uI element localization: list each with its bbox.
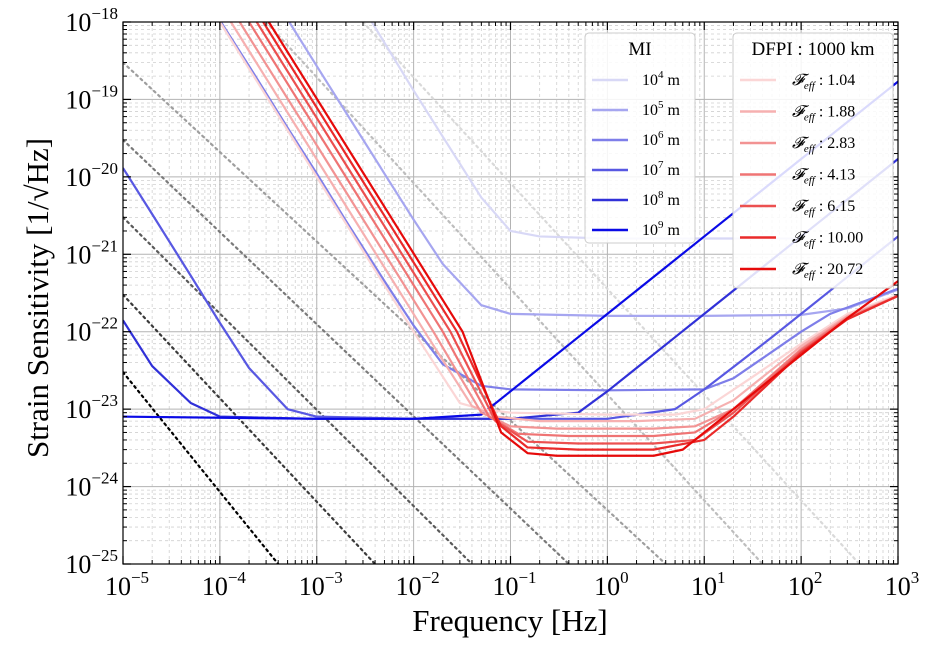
dfpi-series-line: [218, 22, 898, 416]
mi-series-line: [123, 167, 898, 420]
y-tick-label: 10−22: [65, 314, 118, 347]
y-tick-label: 10−20: [65, 159, 118, 192]
reference-line: [123, 371, 280, 564]
y-tick-label: 10−18: [65, 4, 118, 37]
dfpi-series-line: [267, 22, 898, 457]
dfpi-series-line: [262, 22, 898, 451]
legend-label: 𝓕eff : 6.15: [792, 198, 855, 218]
legend-label: 104 m: [642, 69, 681, 89]
legend-dfpi: DFPI : 1000 km 𝓕eff : 1.04 𝓕eff : 1.88 𝓕ef…: [732, 32, 894, 289]
x-tick-label: 10−1: [492, 568, 536, 601]
legend-mi-title: MI: [628, 39, 651, 60]
y-tick-label: 10−21: [65, 236, 118, 269]
tick-labels: 10−5 10−4 10−3 10−2 10−1 100 101 102 103 10−25 10−…: [65, 4, 919, 601]
y-tick-label: 10−23: [65, 391, 118, 424]
reference-line: [123, 138, 570, 564]
y-tick-label: 10−19: [65, 81, 118, 114]
x-tick-label: 10−2: [396, 568, 440, 601]
x-tick-label: 10−3: [299, 568, 343, 601]
x-tick-label: 101: [691, 568, 726, 601]
legend-mi-box: [584, 32, 696, 244]
x-tick-label: 10−5: [105, 568, 149, 601]
legend-label: 𝓕eff : 10.00: [792, 230, 863, 250]
dfpi-series-line: [248, 22, 898, 438]
legend-label: 107 m: [642, 159, 681, 179]
y-axis-title: Strain Sensitivity [1/√Hz]: [20, 138, 55, 458]
reference-line: [123, 216, 474, 564]
legend-label: 109 m: [642, 219, 681, 239]
x-tick-label: 10−4: [202, 568, 247, 601]
reference-line: [265, 22, 764, 564]
reference-line: [361, 22, 861, 564]
ticks: [122, 21, 899, 565]
reference-line: [123, 293, 377, 564]
legend-label: 𝓕eff : 1.04: [792, 72, 855, 92]
legend-dfpi-title: DFPI : 1000 km: [752, 39, 875, 60]
x-axis-title: Frequency [Hz]: [412, 603, 607, 638]
legend-label: 106 m: [642, 129, 681, 149]
x-tick-label: 103: [885, 568, 920, 601]
y-tick-label: 10−24: [65, 469, 118, 502]
legend-mi: MI 104 m 105 m 106 m 107 m 108 m 109 m: [584, 32, 696, 244]
x-tick-label: 102: [788, 568, 823, 601]
y-tick-label: 10−25: [65, 546, 118, 579]
legend-label: 105 m: [642, 99, 681, 119]
x-tick-label: 100: [594, 568, 629, 601]
legend-label: 𝓕eff : 4.13: [792, 167, 855, 187]
legend-label: 𝓕eff : 1.88: [792, 104, 855, 124]
dfpi-series-line: [229, 22, 898, 423]
legend-dfpi-box: [732, 32, 894, 289]
legend-label: 108 m: [642, 189, 681, 209]
